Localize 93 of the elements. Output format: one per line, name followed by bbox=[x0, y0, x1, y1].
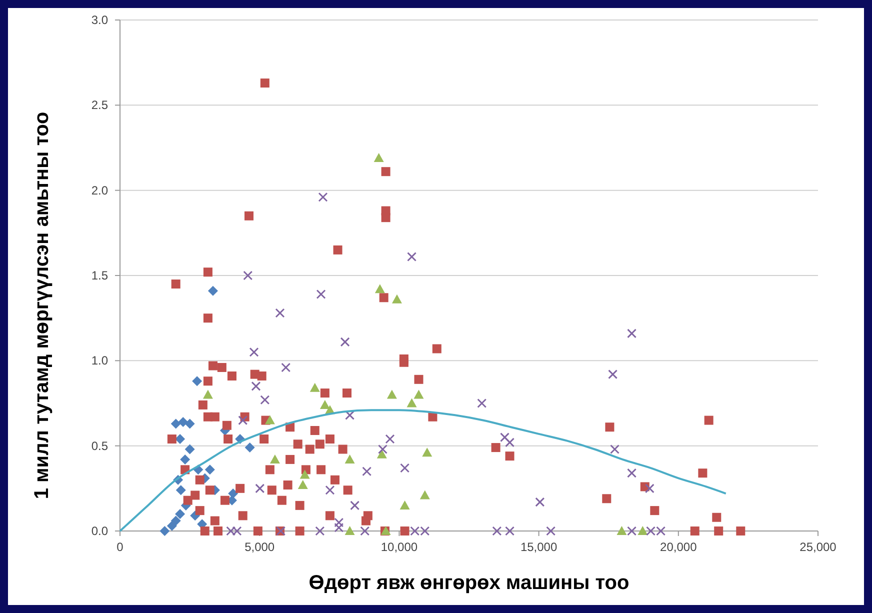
point bbox=[374, 284, 385, 294]
x-tick-label: 25,000 bbox=[800, 540, 837, 554]
point bbox=[264, 415, 275, 424]
point bbox=[204, 464, 215, 475]
point bbox=[420, 526, 430, 536]
point bbox=[170, 516, 181, 526]
point bbox=[184, 444, 195, 454]
point bbox=[360, 526, 370, 536]
point bbox=[160, 526, 170, 536]
point bbox=[610, 444, 620, 454]
point bbox=[608, 370, 618, 380]
point bbox=[192, 376, 202, 386]
point bbox=[244, 442, 255, 453]
point bbox=[275, 308, 285, 318]
point bbox=[378, 444, 388, 454]
y-tick-label: 3.0 bbox=[91, 13, 108, 27]
point bbox=[255, 484, 265, 494]
point bbox=[175, 508, 186, 519]
point bbox=[500, 432, 510, 442]
point bbox=[414, 390, 424, 399]
point bbox=[344, 526, 355, 535]
point bbox=[232, 526, 242, 536]
point bbox=[656, 526, 666, 536]
point bbox=[180, 454, 190, 464]
point bbox=[202, 390, 213, 399]
point bbox=[243, 270, 253, 280]
x-axis-title: Өдөрт явж өнгөрөх машины тоо bbox=[308, 572, 630, 594]
point bbox=[638, 526, 648, 535]
point bbox=[238, 416, 248, 426]
point bbox=[644, 484, 654, 494]
x-tick-label: 10,000 bbox=[380, 540, 418, 554]
point bbox=[627, 468, 637, 478]
y-tick-label: 0.0 bbox=[91, 524, 108, 538]
point bbox=[410, 526, 420, 536]
point bbox=[392, 294, 402, 304]
y-tick-label: 1.5 bbox=[91, 268, 108, 282]
point bbox=[492, 526, 502, 536]
point bbox=[345, 410, 355, 420]
point bbox=[249, 347, 259, 357]
point bbox=[300, 470, 310, 479]
point bbox=[344, 454, 355, 464]
point bbox=[315, 526, 325, 536]
point bbox=[260, 395, 270, 405]
point bbox=[400, 463, 410, 473]
point bbox=[175, 434, 186, 444]
point bbox=[350, 500, 360, 510]
point bbox=[318, 192, 328, 202]
point bbox=[362, 466, 372, 476]
point bbox=[178, 416, 188, 427]
point bbox=[535, 497, 545, 507]
point bbox=[407, 252, 417, 262]
point bbox=[505, 438, 515, 448]
point bbox=[385, 434, 395, 444]
point bbox=[546, 526, 556, 536]
point bbox=[400, 500, 410, 510]
x-tick-label: 5,000 bbox=[244, 540, 275, 554]
point bbox=[627, 526, 637, 536]
point bbox=[310, 382, 320, 392]
point bbox=[616, 526, 627, 535]
x-tick-label: 15,000 bbox=[520, 540, 558, 554]
point bbox=[316, 289, 326, 299]
point bbox=[270, 454, 280, 464]
y-tick-label: 0.5 bbox=[91, 438, 108, 453]
y-tick-label: 2.5 bbox=[91, 98, 108, 112]
point bbox=[325, 485, 335, 495]
point bbox=[386, 390, 397, 399]
point bbox=[226, 526, 236, 536]
point bbox=[184, 418, 195, 429]
point bbox=[228, 488, 238, 499]
line-series bbox=[119, 409, 727, 532]
point bbox=[374, 152, 384, 162]
point bbox=[422, 448, 432, 457]
point bbox=[505, 526, 515, 536]
point bbox=[281, 362, 291, 372]
point bbox=[477, 398, 487, 408]
point bbox=[340, 337, 350, 347]
y-tick-label: 2.0 bbox=[91, 183, 108, 198]
x-tick-label: 20,000 bbox=[660, 540, 698, 554]
point bbox=[298, 480, 308, 490]
point bbox=[376, 449, 387, 458]
point bbox=[646, 526, 656, 536]
point bbox=[208, 286, 218, 296]
x-tick-label: 0 bbox=[116, 540, 124, 554]
point bbox=[320, 400, 330, 409]
y-axis-title: 1 милл тутамд мөргүүлсэн амьтны тоо bbox=[31, 112, 53, 500]
point bbox=[627, 328, 637, 338]
point bbox=[251, 381, 261, 391]
point bbox=[420, 490, 430, 500]
point bbox=[176, 485, 186, 496]
point bbox=[406, 398, 417, 408]
point bbox=[166, 520, 177, 531]
point bbox=[170, 418, 181, 429]
y-tick-label: 1.0 bbox=[91, 354, 108, 368]
